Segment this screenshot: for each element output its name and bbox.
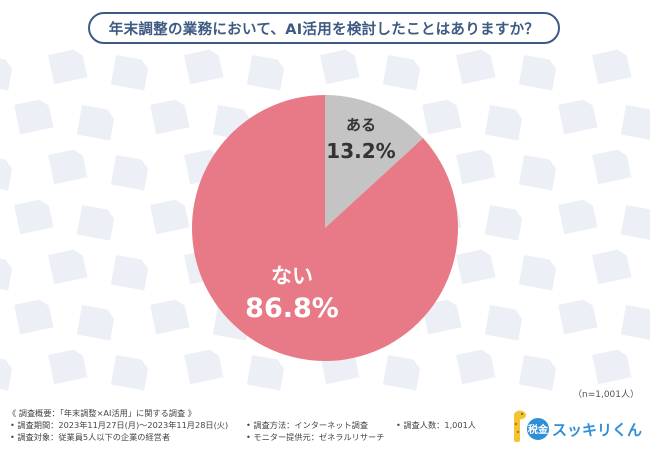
pie-slice-aru [325,95,424,228]
bg-document-icon [382,55,421,91]
bg-document-icon [320,49,360,85]
bg-document-icon [150,99,190,135]
bg-document-icon [484,105,523,141]
bg-document-icon [14,99,54,135]
bg-document-icon [620,105,650,141]
slice-value-aru: 13.2% [326,139,395,163]
bg-document-icon [484,305,523,341]
bg-document-icon [110,55,149,91]
bg-document-icon [558,99,598,135]
survey-count: • 調査人数：1,001人 [396,420,476,430]
bg-document-icon [456,49,496,85]
bg-document-icon [76,205,115,241]
slice-value-nai: 86.8% [245,293,339,324]
survey-period: • 調査期間：2023年11月27日(月)〜2023年11月28日(火) [10,420,229,430]
bg-document-icon [184,349,224,385]
bg-document-icon [518,55,557,91]
bg-document-icon [76,305,115,341]
pie-slice-nai [191,95,459,361]
bg-document-icon [592,49,632,85]
bg-document-icon [422,99,462,135]
bg-document-icon [48,149,88,185]
bg-document-icon [558,299,598,335]
bg-document-icon [246,55,285,91]
survey-footer: 《 調査概要：「年末調整×AI活用」に関する調査 》 • 調査期間：2023年1… [8,408,508,448]
survey-monitor: • モニター提供元：ゼネラルリサーチ [246,432,385,442]
slice-label-aru: ある [346,116,376,134]
bg-document-icon [620,305,650,341]
bg-document-icon [14,199,54,235]
bg-document-icon [592,349,632,385]
bg-document-icon [150,299,190,335]
bg-document-icon [110,155,149,191]
bg-document-icon [456,249,496,285]
slice-label-nai: ない [271,264,313,288]
bg-document-icon [456,149,496,185]
bg-document-icon [518,355,557,391]
survey-method: • 調査方法：インターネット調査 [246,420,369,430]
bg-document-icon [518,155,557,191]
bg-document-icon [48,49,88,85]
bg-document-icon [246,355,285,391]
bg-document-icon [484,205,523,241]
giraffe-mascot-icon [514,410,526,442]
survey-target: • 調査対象：従業員5人以下の企業の経営者 [10,432,171,442]
bg-document-icon [620,205,650,241]
bg-document-icon [456,349,496,385]
bg-document-icon [0,255,13,291]
chart-title: 年末調整の業務において、AI活用を検討したことはありますか？ [108,21,540,38]
bg-document-icon [0,155,13,191]
title-box: 年末調整の業務において、AI活用を検討したことはありますか？ [88,12,560,44]
bg-document-icon [48,249,88,285]
survey-overview: 《 調査概要：「年末調整×AI活用」に関する調査 》 [8,408,196,418]
bg-document-icon [518,255,557,291]
bg-document-icon [382,355,421,391]
bg-document-icon [110,255,149,291]
bg-document-icon [76,105,115,141]
sample-size: （n=1,001人） [572,390,639,400]
bg-document-icon [0,355,13,391]
bg-document-icon [14,299,54,335]
zeikin-sukkiri-kun-logo: 税金 スッキリくん [514,410,642,442]
logo-badge-circle [527,418,549,440]
logo-text: スッキリくん [552,421,642,439]
bg-document-icon [592,249,632,285]
bg-document-icon [150,199,190,235]
bg-document-icon [422,299,462,335]
bg-document-icon [558,199,598,235]
logo-badge-text: 税金 [528,423,549,436]
bg-document-icon [0,55,13,91]
bg-document-icon [110,355,149,391]
bg-document-icon [184,49,224,85]
bg-document-icon [48,349,88,385]
bg-document-icon [592,149,632,185]
